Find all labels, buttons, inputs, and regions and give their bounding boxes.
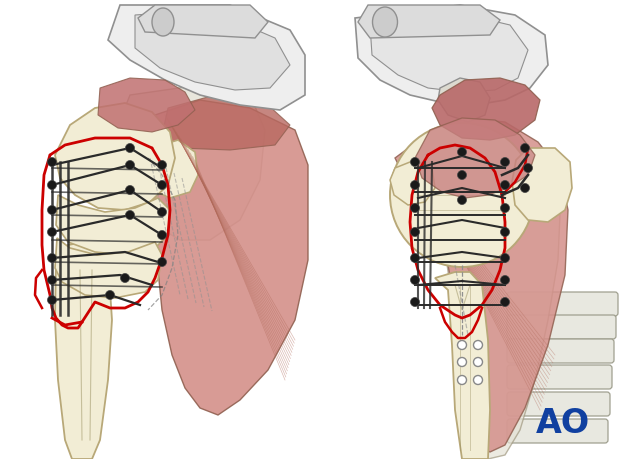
FancyBboxPatch shape [507,339,614,363]
Circle shape [125,161,135,169]
Polygon shape [370,12,528,92]
FancyBboxPatch shape [507,365,612,389]
Circle shape [157,161,167,169]
Polygon shape [108,5,305,110]
Circle shape [500,297,510,307]
Polygon shape [56,195,170,255]
Polygon shape [138,5,268,38]
Circle shape [48,253,56,263]
Circle shape [48,206,56,214]
Ellipse shape [152,8,174,36]
Circle shape [410,203,420,213]
Polygon shape [432,78,540,140]
Circle shape [500,228,510,236]
Circle shape [521,184,529,192]
Circle shape [410,157,420,167]
Circle shape [410,180,420,190]
Circle shape [120,274,130,282]
Polygon shape [148,100,308,415]
Polygon shape [162,95,290,150]
Polygon shape [395,118,568,452]
Circle shape [474,375,482,385]
Circle shape [410,253,420,263]
Circle shape [125,144,135,152]
Circle shape [458,196,466,205]
Circle shape [48,157,56,167]
Polygon shape [355,5,548,105]
Circle shape [48,180,56,190]
Polygon shape [430,165,560,459]
FancyBboxPatch shape [507,419,608,443]
Circle shape [410,228,420,236]
Circle shape [500,203,510,213]
Circle shape [474,358,482,366]
Circle shape [500,253,510,263]
Circle shape [474,341,482,349]
Circle shape [390,123,534,267]
FancyBboxPatch shape [507,392,610,416]
Polygon shape [120,85,265,240]
Circle shape [157,207,167,217]
Polygon shape [415,118,535,198]
Polygon shape [98,78,195,132]
Circle shape [500,157,510,167]
Circle shape [500,180,510,190]
Circle shape [458,147,466,157]
Polygon shape [143,140,198,198]
Circle shape [157,180,167,190]
FancyBboxPatch shape [507,315,616,339]
FancyBboxPatch shape [507,292,618,316]
Polygon shape [55,238,162,298]
Circle shape [48,275,56,285]
Circle shape [410,275,420,285]
Text: AO: AO [536,407,590,440]
Polygon shape [55,240,112,459]
Circle shape [523,163,533,173]
Polygon shape [435,272,490,459]
Polygon shape [512,148,572,222]
Polygon shape [358,5,500,38]
Circle shape [48,296,56,304]
Circle shape [458,358,466,366]
Polygon shape [135,10,290,90]
Polygon shape [438,78,490,122]
Ellipse shape [373,7,397,37]
Circle shape [458,341,466,349]
Circle shape [500,275,510,285]
Circle shape [125,211,135,219]
Circle shape [157,257,167,267]
Circle shape [521,144,529,152]
Polygon shape [390,160,435,205]
Circle shape [410,297,420,307]
Circle shape [458,170,466,179]
Polygon shape [55,103,175,210]
Circle shape [458,375,466,385]
Circle shape [125,185,135,195]
Circle shape [157,230,167,240]
Circle shape [48,228,56,236]
Circle shape [105,291,115,300]
